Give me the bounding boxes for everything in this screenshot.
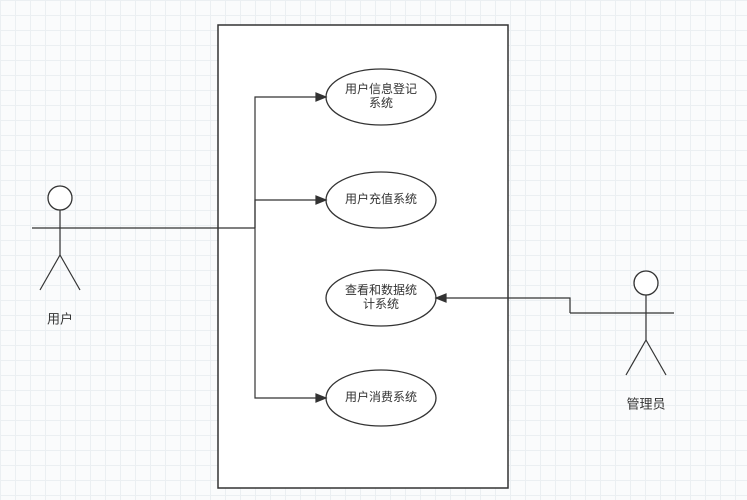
usecase-uc4: 用户消费系统 xyxy=(326,370,436,426)
svg-text:计系统: 计系统 xyxy=(363,297,399,311)
usecase-uc1: 用户信息登记系统 xyxy=(326,69,436,125)
svg-text:查看和数据统: 查看和数据统 xyxy=(345,282,417,297)
svg-text:用户消费系统: 用户消费系统 xyxy=(345,389,417,404)
actor-user-label: 用户 xyxy=(47,311,73,326)
svg-text:用户充值系统: 用户充值系统 xyxy=(345,191,417,206)
usecase-uc3: 查看和数据统计系统 xyxy=(326,270,436,326)
usecase-uc2: 用户充值系统 xyxy=(326,172,436,228)
actor-admin: 管理员 xyxy=(618,271,674,411)
actor-admin-label: 管理员 xyxy=(626,396,665,411)
diagram-canvas: 用户信息登记系统用户充值系统查看和数据统计系统用户消费系统用户管理员 xyxy=(0,0,747,500)
svg-text:用户信息登记: 用户信息登记 xyxy=(345,81,417,96)
actor-user: 用户 xyxy=(32,186,88,326)
svg-text:系统: 系统 xyxy=(369,96,393,110)
